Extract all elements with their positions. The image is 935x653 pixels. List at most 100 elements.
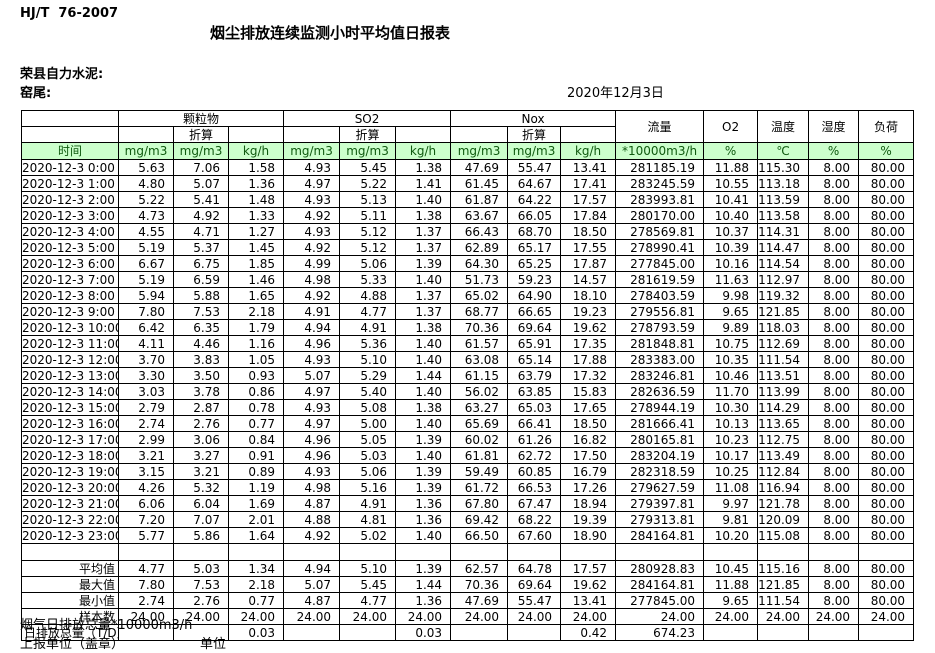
value-cell: 283246.81 bbox=[615, 367, 705, 384]
value-cell: 18.94 bbox=[560, 495, 617, 512]
value-cell: 65.14 bbox=[507, 351, 562, 368]
summary-value-cell: 8.00 bbox=[808, 560, 860, 577]
daily-total-value-cell: 0.03 bbox=[227, 624, 285, 641]
value-cell: 10.41 bbox=[703, 191, 759, 208]
value-cell: 65.03 bbox=[507, 399, 562, 416]
value-cell: 68.70 bbox=[507, 223, 562, 240]
value-cell: 1.39 bbox=[395, 431, 452, 448]
kiln-label: 窑尾: bbox=[20, 86, 52, 101]
value-cell: 4.93 bbox=[283, 399, 341, 416]
summary-value-cell: 24.00 bbox=[615, 608, 705, 625]
value-cell: 80.00 bbox=[858, 159, 915, 176]
summary-row: 平均值 4.77 5.03 1.34 4.94 5.10 1.39 62.57 64.78 17.… bbox=[21, 560, 915, 577]
value-cell: 1.44 bbox=[395, 367, 452, 384]
value-cell: 4.97 bbox=[283, 415, 341, 432]
time-cell: 2020-12-3 6:00 bbox=[21, 255, 119, 272]
header-units-row: 时间 mg/m3 mg/m3 kg/h mg/m3 mg/m3 kg/h mg/m3 mg/m3… bbox=[21, 142, 915, 160]
company-name: 荣县自力水泥: bbox=[20, 67, 104, 82]
value-cell: 80.00 bbox=[858, 303, 915, 320]
value-cell: 80.00 bbox=[858, 255, 915, 272]
blank-cell bbox=[118, 543, 174, 561]
value-cell: 80.00 bbox=[858, 239, 915, 256]
value-cell: 4.88 bbox=[283, 511, 341, 528]
value-cell: 61.81 bbox=[450, 447, 509, 464]
value-cell: 8.00 bbox=[808, 415, 860, 432]
value-cell: 5.41 bbox=[173, 191, 229, 208]
value-cell: 113.99 bbox=[757, 383, 810, 400]
value-cell: 1.41 bbox=[395, 175, 452, 192]
report-title: 烟尘排放连续监测小时平均值日报表 bbox=[209, 24, 450, 42]
value-cell: 47.69 bbox=[450, 159, 509, 176]
value-cell: 280170.00 bbox=[615, 207, 705, 224]
value-cell: 61.45 bbox=[450, 175, 509, 192]
summary-label: 平均值 bbox=[21, 560, 119, 577]
value-cell: 19.62 bbox=[560, 319, 617, 336]
value-cell: 1.19 bbox=[227, 479, 285, 496]
summary-value-cell: 7.53 bbox=[173, 576, 229, 593]
value-cell: 1.85 bbox=[227, 255, 285, 272]
subheader-converted: 折算 bbox=[173, 126, 229, 143]
time-cell: 2020-12-3 21:00 bbox=[21, 495, 119, 512]
value-cell: 4.98 bbox=[283, 479, 341, 496]
value-cell: 112.69 bbox=[757, 335, 810, 352]
blank-cell bbox=[560, 543, 617, 561]
value-cell: 0.84 bbox=[227, 431, 285, 448]
value-cell: 113.18 bbox=[757, 175, 810, 192]
summary-value-cell: 5.07 bbox=[283, 576, 341, 593]
value-cell: 80.00 bbox=[858, 495, 915, 512]
summary-value-cell: 284164.81 bbox=[615, 576, 705, 593]
value-cell: 11.88 bbox=[703, 159, 759, 176]
unit-header: mg/m3 bbox=[450, 142, 509, 160]
value-cell: 280165.81 bbox=[615, 431, 705, 448]
blank-cell bbox=[858, 543, 915, 561]
time-cell: 2020-12-3 7:00 bbox=[21, 271, 119, 288]
value-cell: 10.13 bbox=[703, 415, 759, 432]
value-cell: 283204.19 bbox=[615, 447, 705, 464]
blank-cell bbox=[283, 126, 341, 143]
value-cell: 5.63 bbox=[118, 159, 174, 176]
summary-value-cell: 24.00 bbox=[339, 608, 397, 625]
value-cell: 69.42 bbox=[450, 511, 509, 528]
summary-value-cell: 24.00 bbox=[507, 608, 562, 625]
time-cell: 2020-12-3 22:00 bbox=[21, 511, 119, 528]
summary-value-cell: 9.65 bbox=[703, 592, 759, 609]
value-cell: 55.47 bbox=[507, 159, 562, 176]
value-cell: 4.94 bbox=[283, 319, 341, 336]
value-cell: 4.93 bbox=[283, 351, 341, 368]
value-cell: 1.38 bbox=[395, 399, 452, 416]
value-cell: 61.72 bbox=[450, 479, 509, 496]
time-cell: 2020-12-3 8:00 bbox=[21, 287, 119, 304]
value-cell: 67.60 bbox=[507, 527, 562, 544]
table-row: 2020-12-3 1:00 4.80 5.07 1.36 4.97 5.22 1.41 61… bbox=[21, 175, 915, 192]
value-cell: 5.32 bbox=[173, 479, 229, 496]
value-cell: 3.15 bbox=[118, 463, 174, 480]
value-cell: 8.00 bbox=[808, 223, 860, 240]
value-cell: 66.65 bbox=[507, 303, 562, 320]
value-cell: 17.84 bbox=[560, 207, 617, 224]
group-temp: 温度 bbox=[757, 110, 810, 143]
value-cell: 4.80 bbox=[118, 175, 174, 192]
value-cell: 69.64 bbox=[507, 319, 562, 336]
value-cell: 0.89 bbox=[227, 463, 285, 480]
value-cell: 113.58 bbox=[757, 207, 810, 224]
header-sub-row: 折算 折算 折算 bbox=[21, 126, 914, 143]
value-cell: 63.67 bbox=[450, 207, 509, 224]
daily-total-value-cell bbox=[703, 624, 759, 641]
value-cell: 1.40 bbox=[395, 335, 452, 352]
value-cell: 9.89 bbox=[703, 319, 759, 336]
group-pm: 颗粒物 bbox=[117, 110, 285, 127]
value-cell: 64.90 bbox=[507, 287, 562, 304]
value-cell: 1.38 bbox=[395, 319, 452, 336]
value-cell: 7.20 bbox=[118, 511, 174, 528]
value-cell: 5.77 bbox=[118, 527, 174, 544]
value-cell: 4.96 bbox=[283, 447, 341, 464]
value-cell: 1.40 bbox=[395, 271, 452, 288]
time-cell: 2020-12-3 15:00 bbox=[21, 399, 119, 416]
value-cell: 11.08 bbox=[703, 479, 759, 496]
blank-cell bbox=[339, 543, 397, 561]
time-cell: 2020-12-3 0:00 bbox=[21, 159, 119, 176]
value-cell: 17.88 bbox=[560, 351, 617, 368]
footer-flue-gas-total: 烟气日排放总量*10000m3/h bbox=[20, 618, 193, 633]
value-cell: 1.37 bbox=[395, 303, 452, 320]
value-cell: 10.35 bbox=[703, 351, 759, 368]
